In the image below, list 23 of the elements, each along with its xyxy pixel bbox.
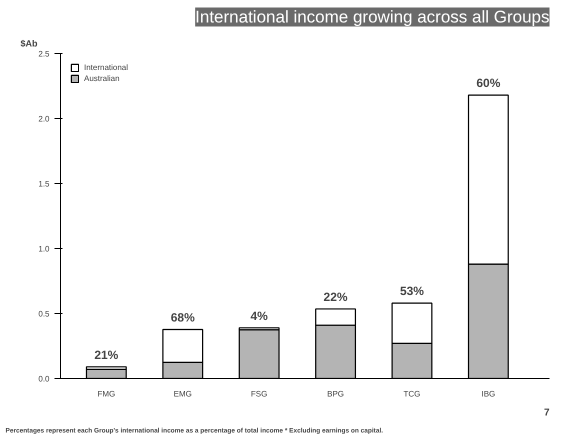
x-tick-label: TCG bbox=[404, 390, 420, 398]
annotation: 21% bbox=[94, 348, 119, 362]
annotation: 4% bbox=[250, 308, 268, 323]
chart-title: International income growing across all Groups bbox=[195, 8, 550, 26]
y-tick-label: 0.5 bbox=[38, 310, 50, 318]
x-tick-label: FMG bbox=[97, 390, 116, 398]
annotation: 53% bbox=[400, 284, 424, 298]
legend-label: International bbox=[84, 63, 128, 72]
text: 7 bbox=[544, 408, 550, 418]
x-tick-label: BPG bbox=[327, 390, 344, 398]
y-tick-label: 1.0 bbox=[38, 244, 50, 254]
y-tick-label: 2.5 bbox=[38, 50, 50, 58]
y-axis-title: $Ab bbox=[20, 38, 38, 48]
y-tick-label: 1.5 bbox=[38, 180, 50, 188]
x-tick-label: IBG bbox=[481, 390, 496, 398]
x-tick-label: FSG bbox=[250, 390, 268, 398]
annotation: 22% bbox=[324, 290, 348, 304]
annotation: 68% bbox=[170, 310, 196, 324]
annotation: 60% bbox=[476, 76, 501, 90]
y-tick-label: 2.0 bbox=[38, 114, 50, 124]
x-tick-label: EMG bbox=[174, 390, 192, 398]
legend-label: Australian bbox=[84, 74, 120, 83]
y-tick-label: 0.0 bbox=[38, 374, 50, 384]
